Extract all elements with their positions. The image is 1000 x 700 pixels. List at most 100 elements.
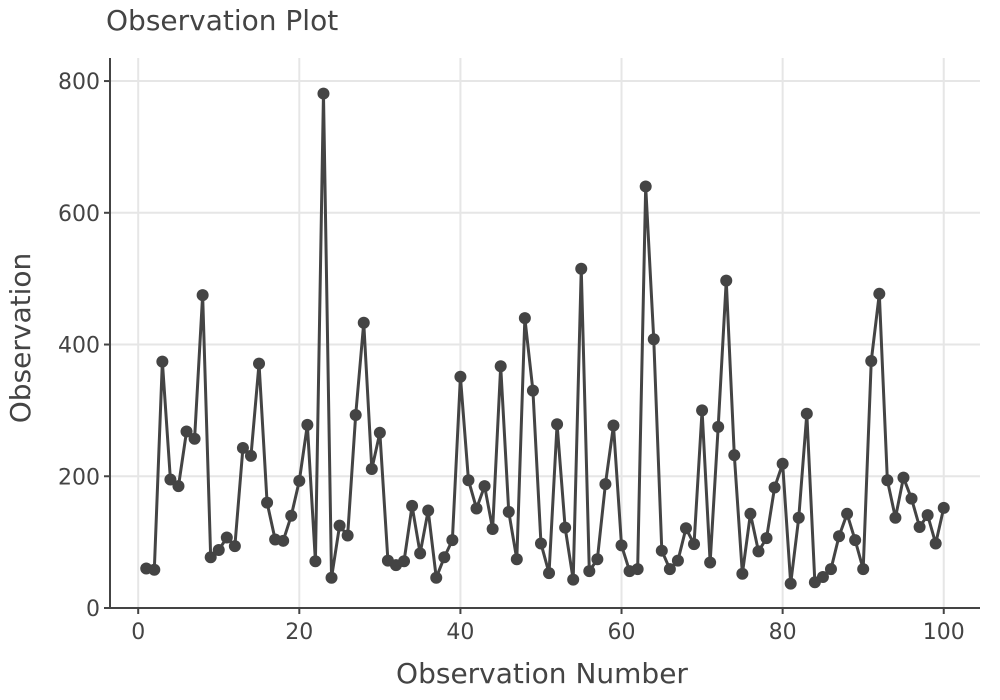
data-point [720, 274, 733, 287]
data-point [414, 547, 427, 560]
data-point [446, 534, 459, 547]
data-point [518, 312, 531, 325]
data-point [526, 384, 539, 397]
data-point [188, 432, 201, 445]
data-point [510, 553, 523, 566]
data-point [422, 504, 435, 517]
y-tick-label: 800 [58, 70, 100, 95]
data-point [631, 563, 644, 576]
data-point [406, 499, 419, 512]
data-point [712, 420, 725, 433]
data-point [663, 563, 676, 576]
data-point [486, 522, 499, 535]
data-point [502, 505, 515, 518]
data-point [494, 360, 507, 373]
series-line [146, 92, 946, 586]
data-point [905, 492, 918, 505]
data-point [220, 531, 233, 544]
data-point [591, 553, 604, 566]
data-point [196, 289, 209, 302]
data-point [776, 457, 789, 470]
data-point [929, 537, 942, 550]
data-point [148, 563, 161, 576]
data-point [873, 287, 886, 300]
data-point [704, 556, 717, 569]
data-point [865, 354, 878, 367]
data-point [881, 474, 894, 487]
x-tick-label: 80 [769, 620, 797, 645]
data-point [607, 419, 620, 432]
data-point [285, 509, 298, 522]
data-point [768, 481, 781, 494]
data-point [543, 567, 556, 580]
data-point [244, 449, 257, 462]
data-point [156, 355, 169, 368]
x-tick-label: 100 [923, 620, 965, 645]
data-point [236, 441, 249, 454]
series-layer [140, 87, 950, 590]
y-tick-label: 200 [58, 465, 100, 490]
x-tick-label: 20 [285, 620, 313, 645]
data-point [736, 567, 749, 580]
y-tick-label: 600 [58, 202, 100, 227]
data-point [172, 480, 185, 493]
data-point [341, 529, 354, 542]
data-point [671, 554, 684, 567]
data-point [849, 534, 862, 547]
data-point [784, 577, 797, 590]
data-point [728, 449, 741, 462]
data-point [816, 571, 829, 584]
data-point [833, 530, 846, 543]
x-tick-label: 40 [446, 620, 474, 645]
data-point [551, 418, 564, 431]
data-point [688, 538, 701, 551]
data-point [317, 87, 330, 100]
data-point [647, 333, 660, 346]
data-point [639, 180, 652, 193]
data-point [478, 480, 491, 493]
data-point [365, 463, 378, 476]
data-point [559, 521, 572, 534]
data-point [655, 544, 668, 557]
data-point [373, 426, 386, 439]
y-tick-label: 0 [86, 597, 100, 622]
data-point [583, 565, 596, 578]
data-point [921, 509, 934, 522]
data-point [301, 418, 314, 431]
data-point [293, 474, 306, 487]
data-point [454, 370, 467, 383]
data-point [398, 555, 411, 568]
data-point [357, 316, 370, 329]
data-point [679, 522, 692, 535]
data-point [889, 511, 902, 524]
data-point [333, 519, 346, 532]
x-tick-label: 60 [608, 620, 636, 645]
y-axis-title: Observation [4, 253, 37, 424]
data-point [277, 534, 290, 547]
data-point [349, 409, 362, 422]
data-point [430, 571, 443, 584]
data-point [913, 520, 926, 533]
data-point [309, 555, 322, 568]
data-point [752, 545, 765, 558]
data-point [261, 496, 274, 509]
data-point [325, 571, 338, 584]
y-tick-label: 400 [58, 334, 100, 359]
chart-title: Observation Plot [106, 4, 338, 37]
data-point [760, 532, 773, 545]
data-point [180, 425, 193, 438]
x-tick-label: 0 [131, 620, 145, 645]
x-axis-title: Observation Number [396, 657, 688, 690]
data-point [164, 473, 177, 486]
data-point [841, 507, 854, 520]
data-point [462, 474, 475, 487]
data-point [696, 404, 709, 417]
data-point [857, 563, 870, 576]
data-point [204, 551, 217, 564]
data-point [438, 551, 451, 564]
data-point [470, 502, 483, 515]
axes-layer: 0 20 40 60 80 100 0 200 400 600 800 [58, 58, 980, 645]
data-point [253, 357, 266, 370]
data-point [744, 507, 757, 520]
